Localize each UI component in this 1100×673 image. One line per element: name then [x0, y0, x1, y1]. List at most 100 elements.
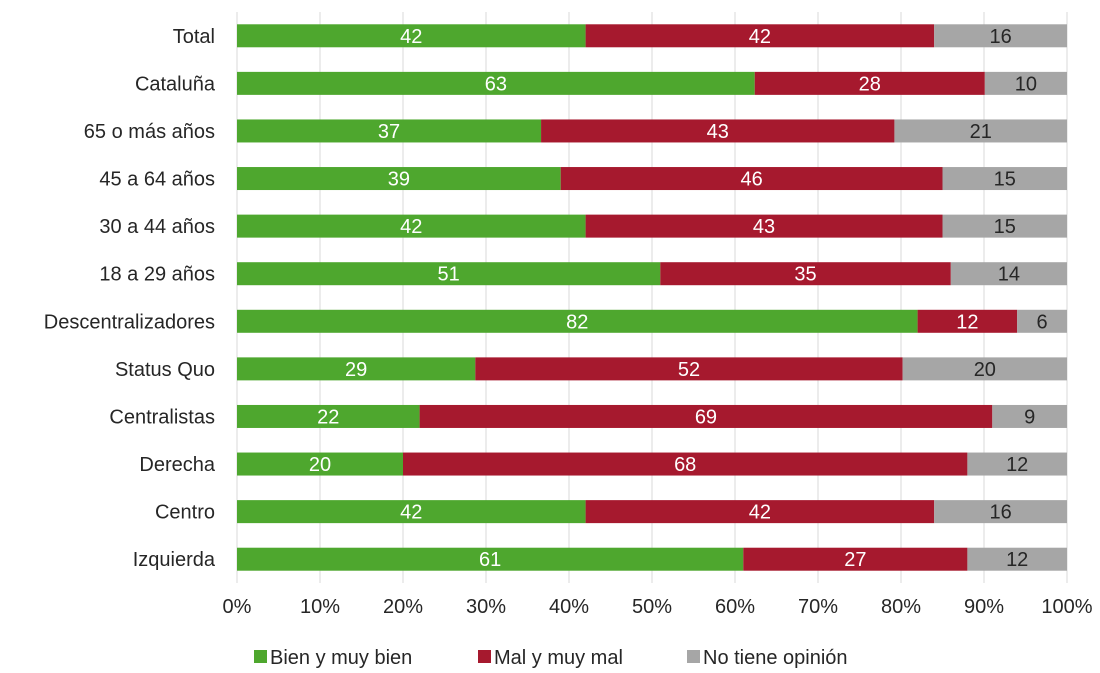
x-tick-label: 40% — [549, 596, 589, 618]
bar-segment — [403, 452, 968, 476]
data-label: 12 — [1006, 454, 1028, 476]
bar-segment — [1017, 309, 1067, 333]
category-label: 30 a 44 años — [99, 216, 215, 238]
x-tick-labels: 0% 10% 20% 30% 40% 50% 60% 70% 80% 90% 100% — [223, 596, 1093, 618]
bar-segment — [237, 309, 918, 333]
bar-segment — [967, 452, 1067, 476]
bar-segment — [585, 214, 943, 238]
bar-segment — [902, 357, 1067, 381]
bar-segment — [419, 404, 993, 428]
legend-swatch — [478, 650, 491, 663]
data-label: 46 — [740, 169, 762, 191]
x-tick-label: 70% — [798, 596, 838, 618]
bar-segment — [541, 119, 895, 143]
bar-segment — [942, 214, 1067, 238]
bar-segment — [237, 167, 561, 191]
data-label: 69 — [695, 406, 717, 428]
category-label: 65 o más años — [84, 121, 215, 143]
data-label: 82 — [566, 311, 588, 333]
data-label: 61 — [479, 549, 501, 571]
bar-segment — [934, 500, 1067, 524]
x-tick-label: 90% — [964, 596, 1004, 618]
bars — [237, 24, 1067, 571]
data-label: 42 — [400, 216, 422, 238]
bar-segment — [237, 262, 661, 286]
data-label: 27 — [844, 549, 866, 571]
data-label: 42 — [400, 26, 422, 48]
data-label: 21 — [970, 121, 992, 143]
data-label: 14 — [998, 264, 1020, 286]
data-label: 20 — [309, 454, 331, 476]
data-label: 28 — [859, 73, 881, 95]
data-label: 68 — [674, 454, 696, 476]
category-label: 45 a 64 años — [99, 169, 215, 191]
bar-segment — [917, 309, 1018, 333]
data-label: 42 — [400, 502, 422, 524]
category-label: Centralistas — [109, 406, 215, 428]
category-label: Centro — [155, 502, 215, 524]
legend-label: Mal y muy mal — [494, 647, 623, 668]
legend-swatch — [254, 650, 267, 663]
category-label: Status Quo — [115, 359, 215, 381]
bar-segment — [585, 500, 935, 524]
bar-segment — [560, 167, 943, 191]
legend-label: No tiene opinión — [703, 647, 848, 668]
data-label: 37 — [378, 121, 400, 143]
legend: Bien y muy bien Mal y muy mal No tiene opi… — [254, 647, 848, 669]
bar-segment — [934, 24, 1067, 48]
legend-label: Bien y muy bien — [270, 647, 412, 668]
x-tick-label: 10% — [300, 596, 340, 618]
bar-segment — [237, 357, 476, 381]
category-label: Izquierda — [133, 549, 216, 571]
bar-segment — [992, 404, 1067, 428]
data-label: 51 — [438, 264, 460, 286]
bar-segment — [237, 404, 420, 428]
bar-segment — [237, 24, 586, 48]
data-label: 10 — [1015, 73, 1037, 95]
bar-segment — [585, 24, 935, 48]
bar-segment — [950, 262, 1067, 286]
gridlines — [236, 12, 1068, 583]
bar-segment — [984, 71, 1067, 95]
data-label: 29 — [345, 359, 367, 381]
data-label: 16 — [989, 26, 1011, 48]
x-tick-label: 80% — [881, 596, 921, 618]
bar-segment — [475, 357, 903, 381]
bar-segment — [237, 452, 403, 476]
bar-segment — [754, 71, 985, 95]
data-label: 20 — [974, 359, 996, 381]
data-label: 9 — [1024, 406, 1035, 428]
bar-segment — [660, 262, 951, 286]
data-label: 12 — [1006, 549, 1028, 571]
category-label: 18 a 29 años — [99, 264, 215, 286]
data-label: 43 — [753, 216, 775, 238]
bar-segment — [237, 547, 744, 571]
x-tick-label: 50% — [632, 596, 672, 618]
category-label: Descentralizadores — [44, 311, 215, 333]
data-label: 63 — [485, 73, 507, 95]
data-label: 15 — [994, 216, 1016, 238]
bar-segment — [237, 119, 542, 143]
data-label: 39 — [388, 169, 410, 191]
data-label: 6 — [1037, 311, 1048, 333]
x-tick-label: 30% — [466, 596, 506, 618]
bar-segment — [967, 547, 1067, 571]
x-tick-label: 60% — [715, 596, 755, 618]
x-tick-label: 0% — [223, 596, 252, 618]
data-label: 12 — [956, 311, 978, 333]
bar-segment — [743, 547, 968, 571]
data-label: 42 — [749, 26, 771, 48]
data-label: 16 — [989, 502, 1011, 524]
data-label: 22 — [317, 406, 339, 428]
data-labels: 42 42 16 63 28 10 37 43 21 39 46 15 42 43 15 51 35 14 82 12… — [309, 26, 1048, 571]
data-label: 43 — [707, 121, 729, 143]
category-label: Total — [173, 26, 215, 48]
category-labels: Total Cataluña 65 o más años 45 a 64 años 30… — [44, 26, 216, 571]
data-label: 52 — [678, 359, 700, 381]
category-label: Derecha — [139, 454, 215, 476]
data-label: 35 — [794, 264, 816, 286]
bar-segment — [237, 214, 586, 238]
data-label: 15 — [994, 169, 1016, 191]
